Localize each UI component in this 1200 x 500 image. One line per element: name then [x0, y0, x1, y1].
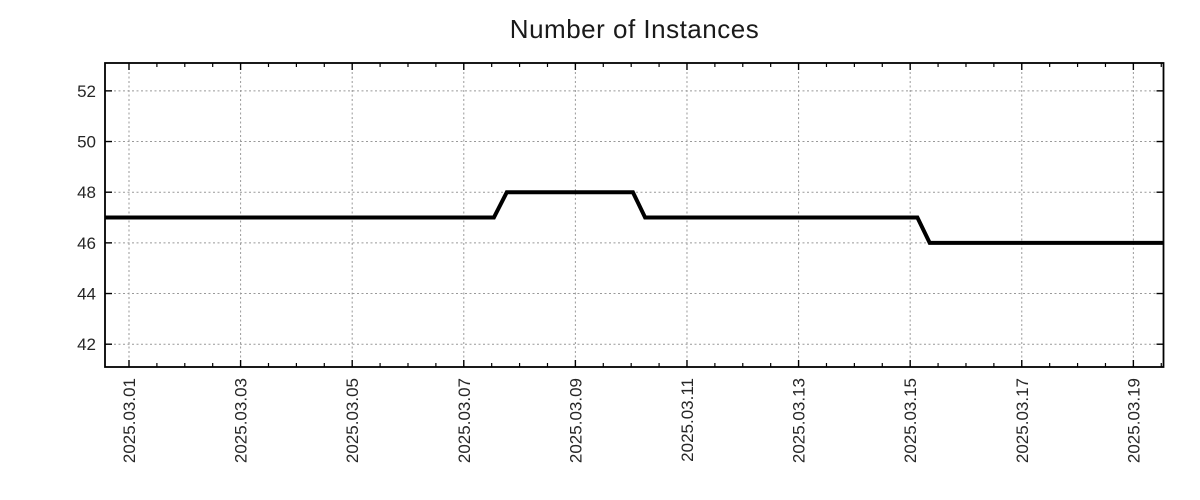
y-tick-label: 46	[77, 234, 96, 253]
x-tick-label: 2025.03.13	[790, 378, 809, 463]
series-line	[105, 190, 1164, 245]
x-tick-label: 2025.03.03	[232, 378, 251, 463]
x-tick-label: 2025.03.01	[120, 378, 139, 463]
y-tick-label: 44	[77, 284, 96, 303]
y-tick-label: 42	[77, 335, 96, 354]
y-tick-label: 48	[77, 183, 96, 202]
y-tick-label: 52	[77, 82, 96, 101]
x-tick-label: 2025.03.17	[1013, 378, 1032, 463]
x-tick-label: 2025.03.09	[566, 378, 585, 463]
x-tick-label: 2025.03.07	[455, 378, 474, 463]
plot-border	[104, 62, 1165, 368]
x-tick-label: 2025.03.11	[678, 378, 697, 462]
y-tick-label: 50	[77, 132, 96, 151]
x-tick-label: 2025.03.05	[343, 378, 362, 463]
x-tick-label: 2025.03.15	[901, 378, 920, 463]
x-tick-label: 2025.03.19	[1124, 378, 1143, 463]
chart-title: Number of Instances	[509, 14, 760, 44]
